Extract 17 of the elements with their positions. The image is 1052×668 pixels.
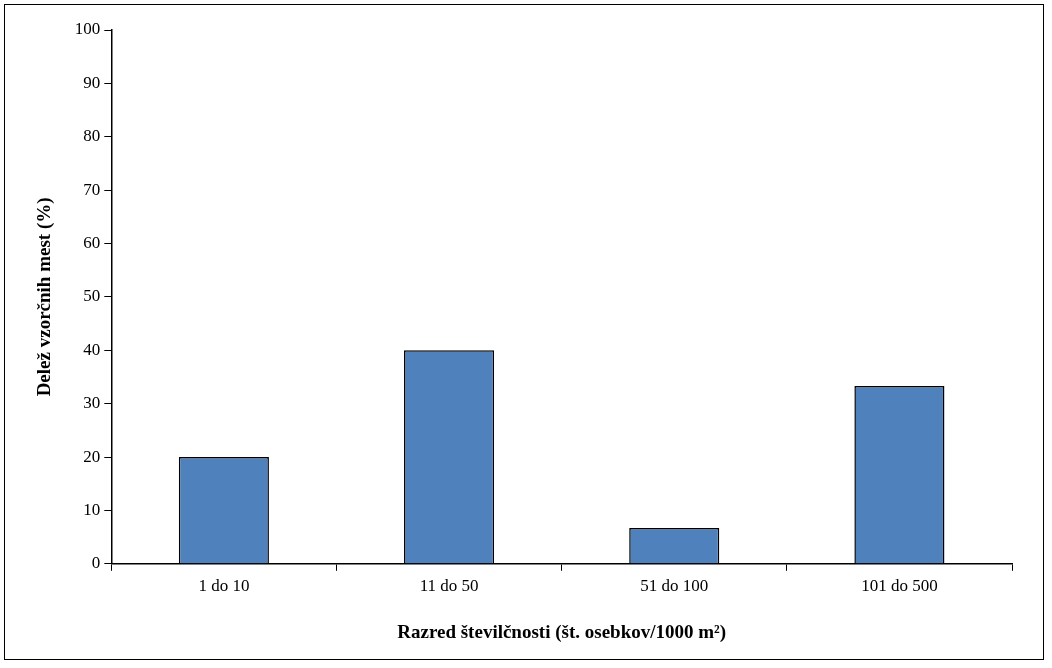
y-tick-label: 60 xyxy=(83,232,101,252)
y-tick-label: 20 xyxy=(83,446,101,466)
y-tick-label: 100 xyxy=(74,19,101,39)
x-tick-label: 11 do 50 xyxy=(419,576,479,596)
x-axis-title: Razred številčnosti (št. osebkov/1000 m²) xyxy=(397,620,727,643)
y-tick-label: 90 xyxy=(83,72,101,92)
x-tick-label: 101 do 500 xyxy=(861,576,938,596)
x-tick-label: 1 do 10 xyxy=(198,576,250,596)
y-tick-label: 80 xyxy=(83,126,101,146)
y-tick-label: 70 xyxy=(83,179,101,199)
y-tick-label: 30 xyxy=(83,393,101,413)
x-tick-label: 51 do 100 xyxy=(640,576,709,596)
y-tick-label: 0 xyxy=(91,553,101,573)
y-axis-title: Delež vzorčnih mest (%) xyxy=(33,197,56,397)
y-tick-label: 40 xyxy=(83,339,101,359)
y-tick-label: 10 xyxy=(83,499,101,519)
y-tick-label: 50 xyxy=(83,286,101,306)
